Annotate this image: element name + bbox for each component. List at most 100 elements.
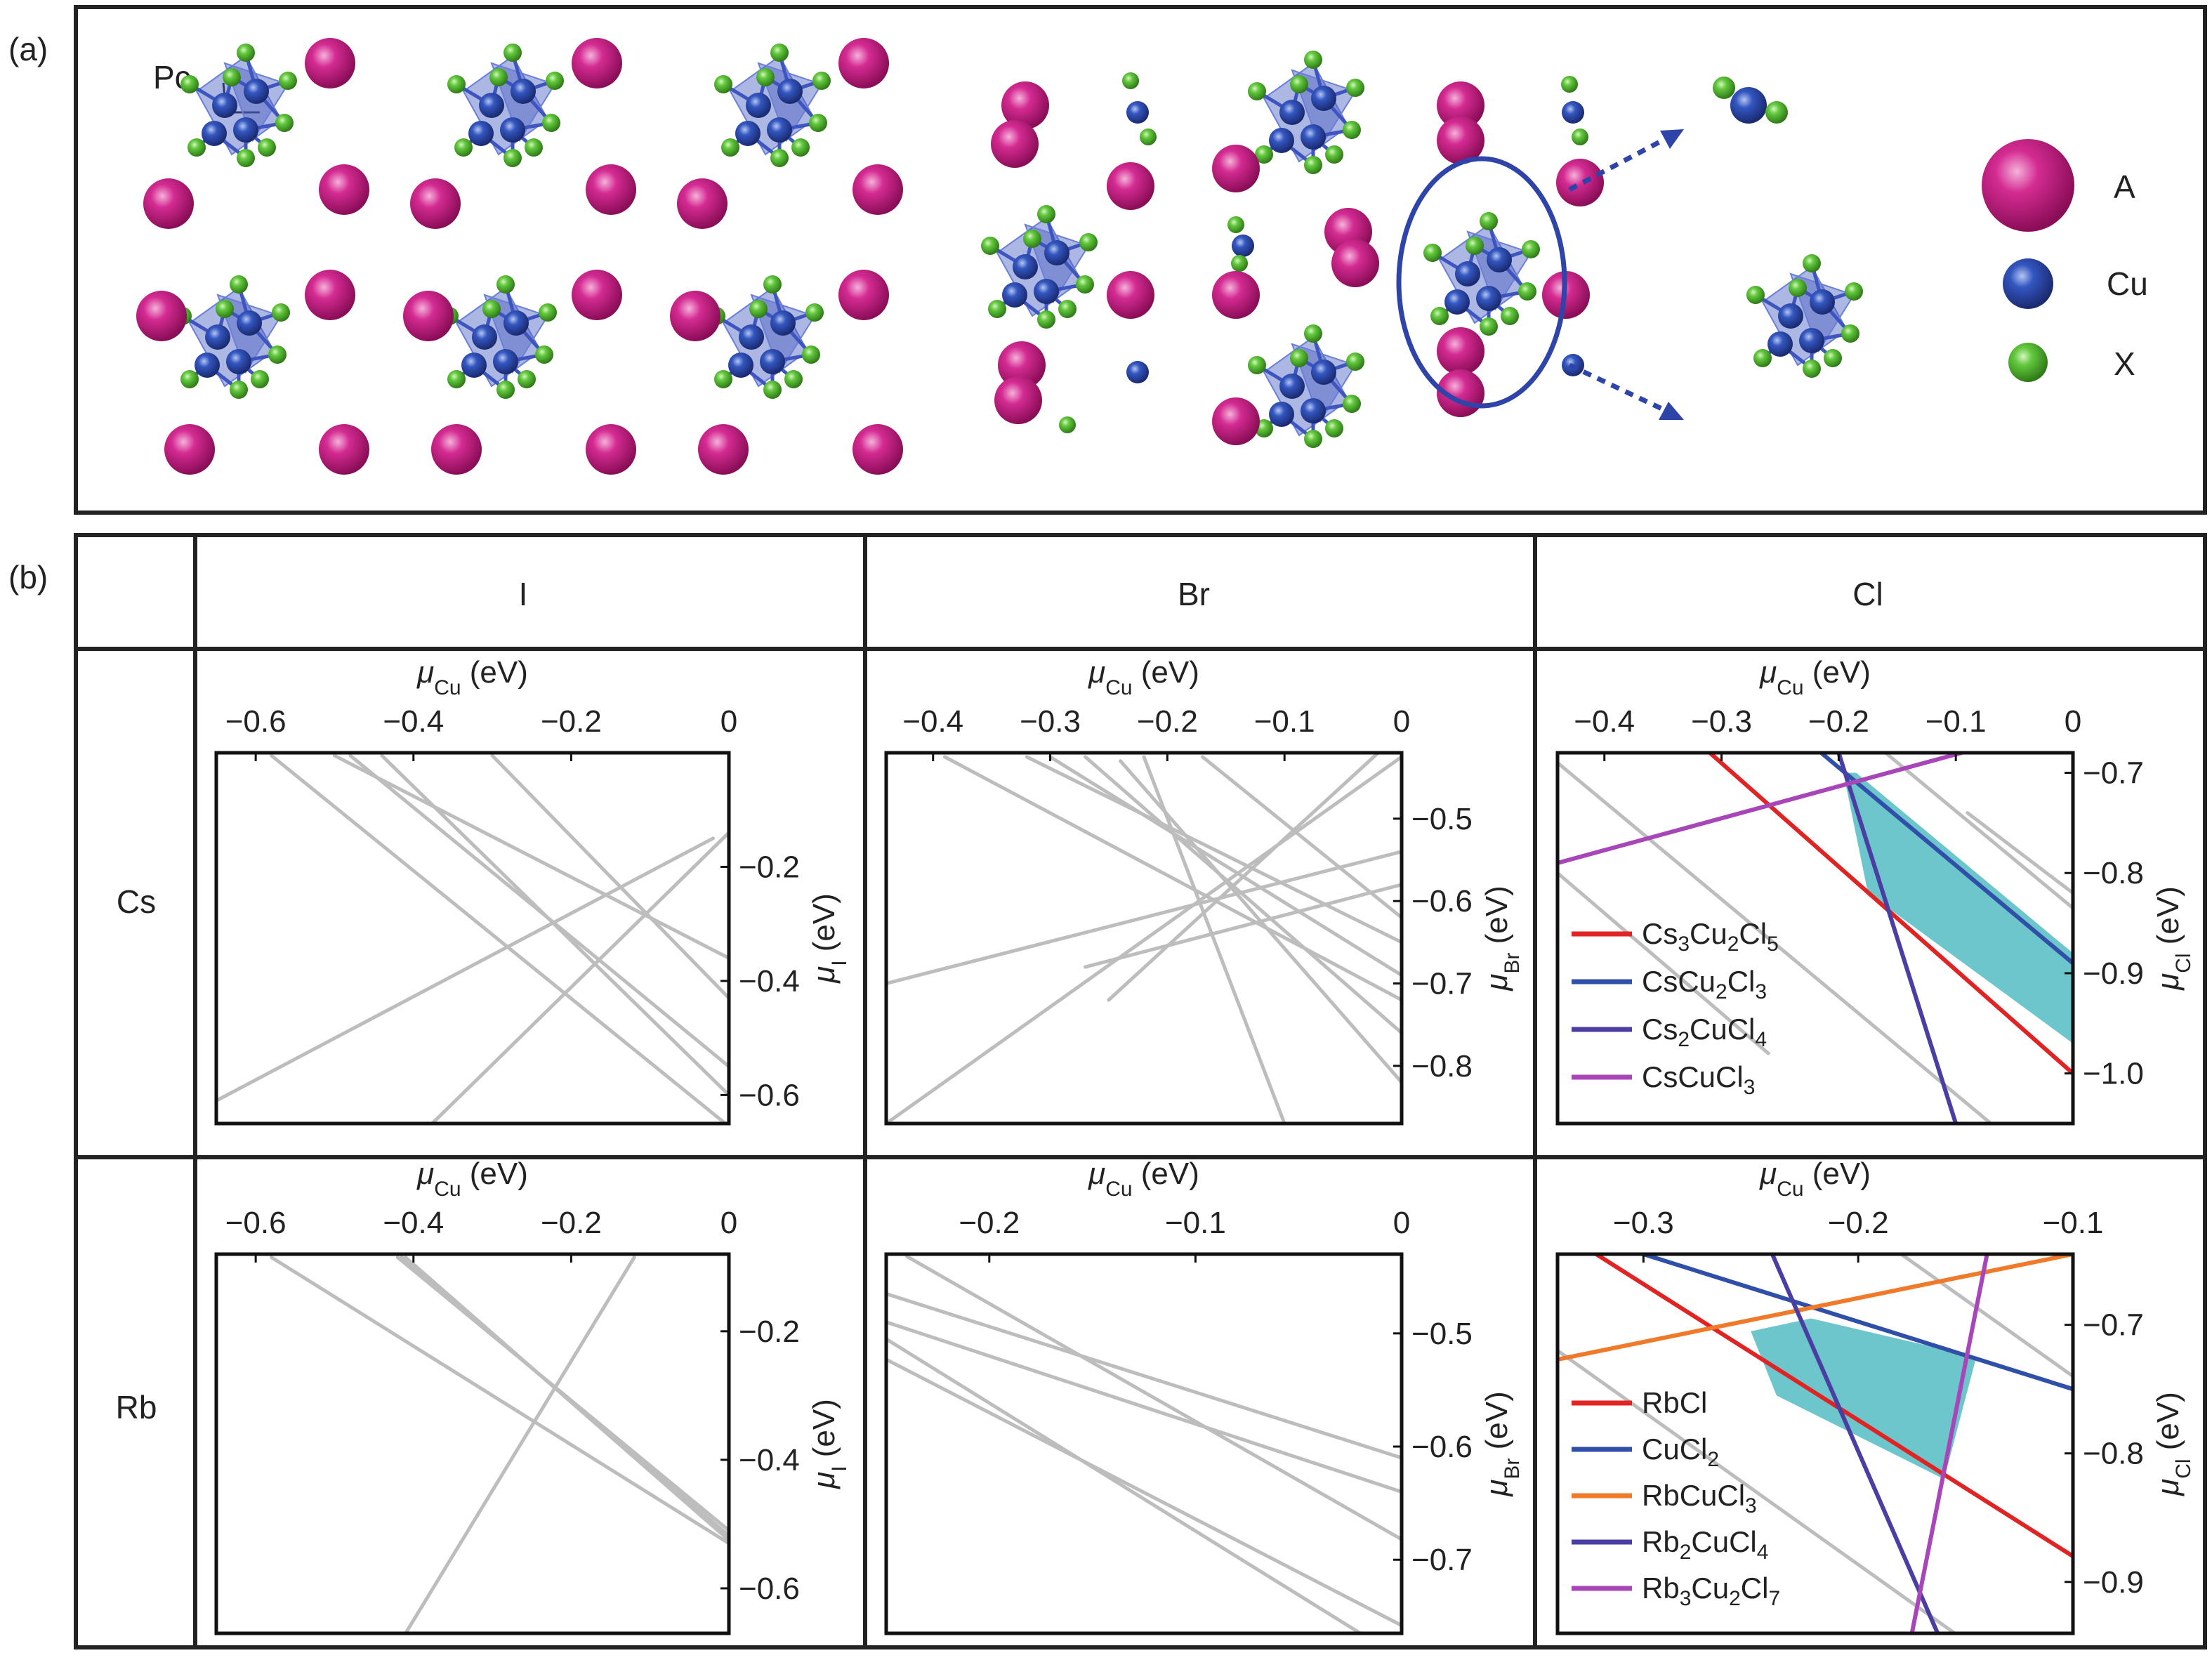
legend-x-label: X — [2114, 345, 2135, 382]
a-cation-atom — [136, 291, 187, 341]
cu-atom — [1002, 282, 1027, 308]
series-line — [490, 753, 729, 1000]
cu-atom — [1013, 254, 1038, 279]
halide-atom — [763, 381, 782, 399]
cu-atom — [1034, 279, 1059, 304]
cu-atom — [1044, 240, 1069, 265]
halide-atom — [1480, 317, 1498, 336]
series-line — [404, 1256, 636, 1633]
cu-atom — [777, 79, 803, 104]
series-line — [886, 1357, 1402, 1628]
halide-atom — [180, 75, 199, 93]
halide-atom — [1343, 121, 1361, 139]
halide-atom — [1572, 129, 1588, 145]
x-axis-label: μCu (eV) — [416, 1157, 528, 1201]
halide-atom — [447, 75, 466, 93]
x-tick-label: −0.3 — [1613, 1206, 1674, 1240]
column-header-cl: Cl — [1852, 576, 1883, 612]
x-tick-label: −0.6 — [225, 1206, 287, 1240]
x-tick-label: −0.2 — [1828, 1206, 1889, 1240]
series-line — [270, 1256, 729, 1546]
cu-atom — [226, 349, 251, 374]
cu-atom — [205, 324, 230, 350]
a-cation-atom — [1331, 239, 1379, 287]
a-cation-atom — [994, 376, 1042, 424]
plot-frame — [1555, 751, 2075, 1126]
cu-atom — [1126, 361, 1149, 383]
cu-atom — [511, 79, 536, 104]
halide-atom — [981, 237, 999, 255]
series-line — [1142, 755, 1286, 1124]
series-line — [1107, 753, 1381, 1002]
halide-atom — [275, 114, 294, 132]
x-tick-label: −0.3 — [1020, 704, 1081, 739]
cu-atom — [1810, 289, 1835, 315]
y-tick-label: −0.6 — [1411, 1430, 1473, 1464]
highlight-ellipse — [1396, 156, 1567, 409]
halide-atom — [1346, 353, 1364, 371]
legend-entry: Rb3Cu2Cl7 — [1642, 1572, 1780, 1610]
cu-atom — [212, 93, 237, 118]
dashed-arrow-down-head — [1659, 402, 1684, 420]
legend-entry: RbCl — [1642, 1386, 1707, 1419]
series-line — [270, 753, 728, 1124]
x-tick-label: −0.4 — [383, 704, 444, 739]
halide-atom — [1561, 76, 1578, 93]
cu-atom — [735, 121, 761, 146]
cu-atom — [1799, 328, 1824, 353]
cu-atom — [1476, 286, 1501, 311]
x-tick-label: −0.4 — [902, 704, 963, 739]
cu-atom — [1455, 261, 1480, 287]
y-tick-label: −0.9 — [2083, 956, 2144, 991]
y-axis-label: μI (eV) — [807, 893, 851, 984]
a-cation-atom — [1437, 81, 1484, 129]
x-tick-label: −0.1 — [1254, 704, 1315, 739]
halide-atom — [454, 138, 473, 157]
halide-atom — [223, 68, 241, 86]
halide-atom — [1140, 129, 1157, 145]
x-tick-label: 0 — [1393, 1206, 1410, 1240]
cu-atom — [503, 310, 529, 336]
x-tick-label: 0 — [720, 704, 737, 739]
halide-atom — [1501, 307, 1519, 325]
plot-frame — [884, 1252, 1404, 1635]
halide-atom — [496, 275, 515, 294]
y-tick-label: −0.8 — [1411, 1049, 1473, 1084]
halide-atom — [1248, 356, 1266, 374]
a-cation-atom — [838, 270, 889, 320]
halide-atom — [535, 345, 553, 364]
a-cation-atom — [698, 424, 749, 475]
series-line — [1966, 811, 2073, 895]
halide-atom — [1290, 349, 1308, 367]
x-tick-label: −0.1 — [2043, 1206, 2104, 1240]
y-axis-label: μCl (eV) — [2151, 1392, 2195, 1496]
halide-atom — [1059, 416, 1076, 433]
cu-atom — [479, 93, 504, 118]
cu-atom — [1730, 87, 1767, 124]
series-line — [1558, 1348, 1957, 1633]
y-tick-label: −0.7 — [1411, 1543, 1473, 1577]
a-cation-atom — [143, 178, 194, 229]
cu-atom — [1311, 360, 1336, 385]
halide-atom — [503, 149, 522, 167]
halide-atom — [1325, 419, 1343, 437]
halide-atom — [268, 345, 287, 364]
halide-atom — [272, 303, 290, 322]
halide-atom — [1231, 255, 1248, 272]
series-line — [904, 1254, 1402, 1541]
cu-atom — [760, 349, 785, 374]
halide-atom — [1343, 395, 1361, 413]
cu-atom — [244, 79, 269, 104]
halide-atom — [714, 75, 732, 93]
plot-area — [1558, 753, 2073, 1124]
halide-atom — [749, 300, 768, 318]
cu-atom — [233, 117, 258, 143]
y-tick-label: −0.6 — [1411, 884, 1473, 918]
halide-atom — [721, 138, 739, 157]
halide-atom — [1079, 233, 1098, 251]
x-tick-label: −0.4 — [383, 1206, 444, 1240]
y-tick-label: −0.2 — [739, 1315, 800, 1349]
series-line — [1836, 753, 1958, 1124]
chart-cs-i: −0.6 −0.4 −0.2 0 −0.2 −0.4 −0.6 μCu (eV) μI (eV) — [214, 655, 851, 1126]
